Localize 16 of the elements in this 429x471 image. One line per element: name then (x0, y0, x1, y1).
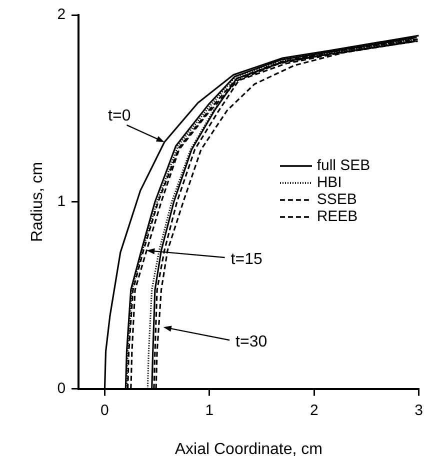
annotation: t=15 (230, 250, 262, 268)
x-tick-label: 1 (205, 402, 214, 419)
legend-label: REEB (316, 208, 358, 226)
x-tick-label: 2 (310, 402, 318, 419)
y-tick-label: 0 (57, 380, 66, 397)
y-axis-title: Radius, cm (29, 162, 46, 242)
y-tick-label: 2 (57, 6, 66, 24)
annotation: t=30 (236, 334, 268, 351)
legend-label: HBI (316, 174, 342, 192)
x-axis-title: Axial Coordinate, cm (174, 440, 322, 458)
annotation: t=0 (108, 108, 131, 124)
y-tick-label: 1 (57, 193, 66, 210)
legend-label: SSEB (316, 191, 357, 208)
x-tick-label: 0 (100, 402, 109, 419)
x-tick-label: 3 (414, 402, 423, 419)
legend-label: full SEB (316, 157, 370, 174)
